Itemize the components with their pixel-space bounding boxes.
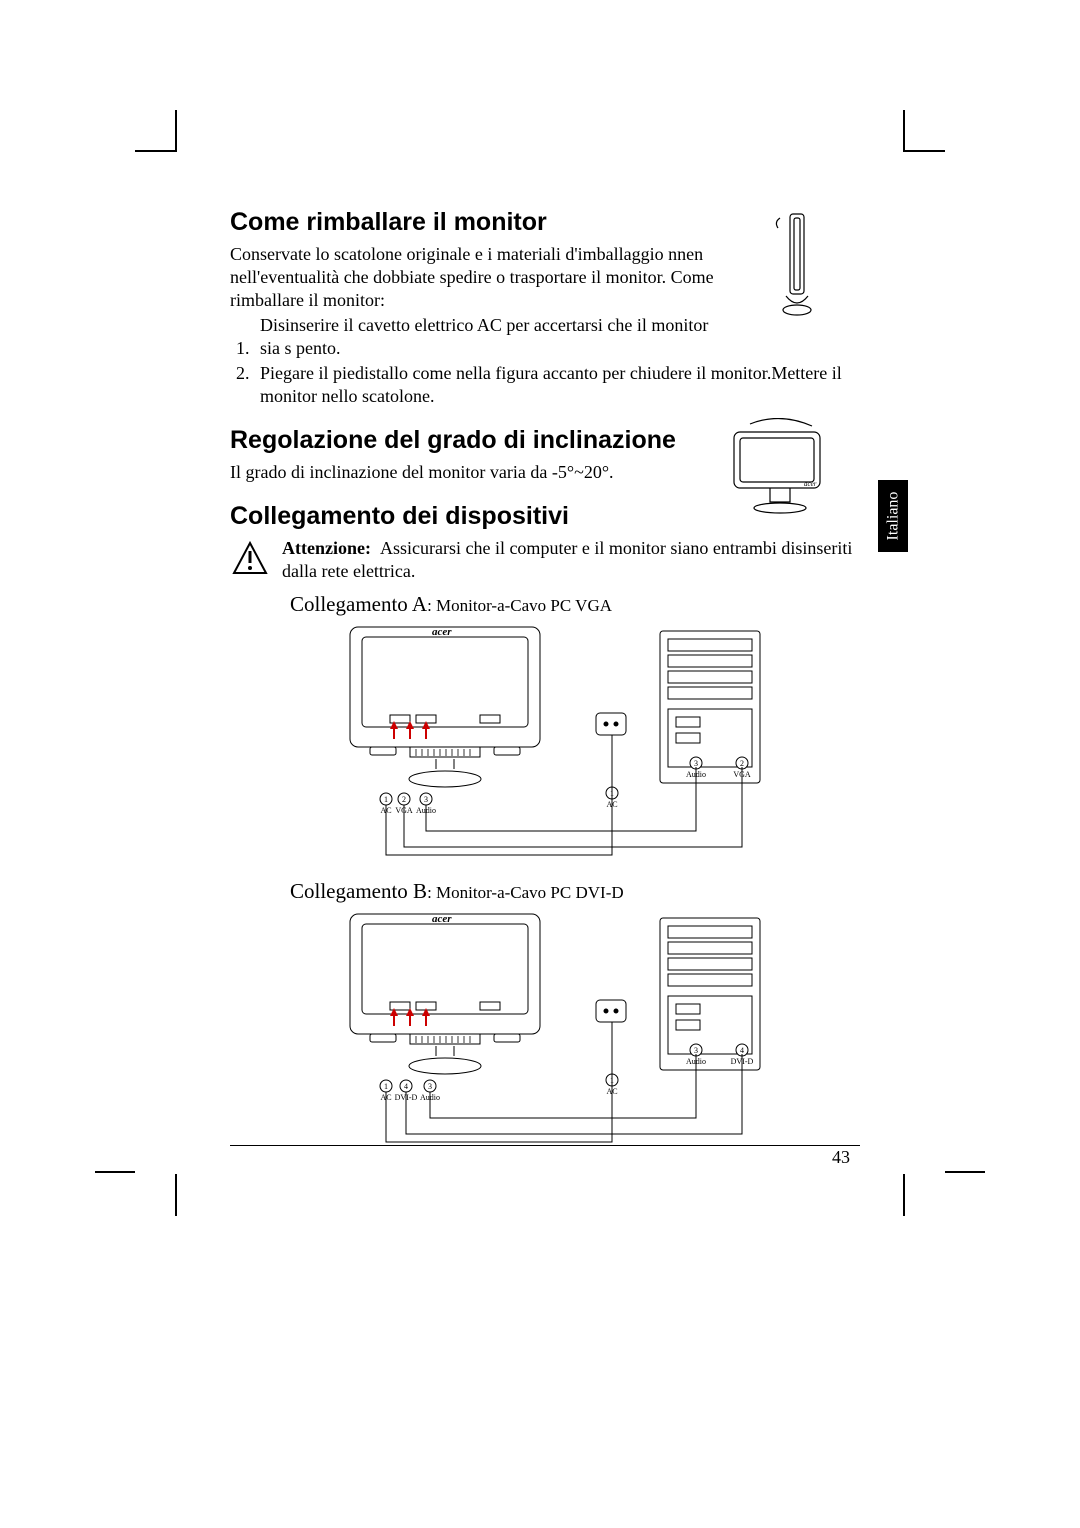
crop-mark bbox=[95, 1171, 135, 1173]
crop-mark bbox=[903, 110, 905, 152]
attention-row: Attenzione: Assicurarsi che il computer … bbox=[230, 537, 860, 584]
crop-mark bbox=[175, 110, 177, 152]
svg-text:2: 2 bbox=[740, 759, 744, 768]
page-content: Come rimballare il monitor Conservate lo… bbox=[230, 208, 860, 1166]
footer-rule bbox=[230, 1145, 860, 1146]
svg-text:4: 4 bbox=[404, 1082, 408, 1091]
svg-text:3: 3 bbox=[694, 1046, 698, 1055]
connection-a-label: Collegamento A: Monitor-a-Cavo PC VGA bbox=[290, 592, 860, 617]
svg-text:acer: acer bbox=[432, 913, 452, 925]
crop-mark bbox=[905, 150, 945, 152]
manual-page: acer Italiano Come rimballare il monitor… bbox=[0, 0, 1080, 1528]
section-repack-title: Come rimballare il monitor bbox=[230, 208, 860, 237]
section-connect-title: Collegamento dei dispositivi bbox=[230, 502, 860, 531]
repack-step-1: Disinserire il cavetto elettrico AC per … bbox=[254, 314, 860, 360]
repack-step-2: Piegare il piedistallo come nella figura… bbox=[254, 362, 860, 408]
section-repack-intro: Conservate lo scatolone originale e i ma… bbox=[230, 243, 730, 312]
svg-text:4: 4 bbox=[740, 1046, 744, 1055]
svg-text:3: 3 bbox=[694, 759, 698, 768]
svg-text:1: 1 bbox=[384, 1082, 388, 1091]
crop-mark bbox=[945, 1171, 985, 1173]
language-tab: Italiano bbox=[878, 480, 908, 552]
crop-mark bbox=[903, 1174, 905, 1216]
page-number: 43 bbox=[832, 1147, 850, 1168]
section-tilt-body: Il grado di inclinazione del monitor var… bbox=[230, 461, 860, 484]
language-tab-label: Italiano bbox=[884, 492, 902, 541]
svg-text:2: 2 bbox=[402, 795, 406, 804]
connection-a-diagram: acer 1 bbox=[340, 621, 860, 871]
svg-text:3: 3 bbox=[428, 1082, 432, 1091]
attention-label: Attenzione: bbox=[282, 538, 371, 558]
warning-icon bbox=[230, 537, 282, 584]
svg-text:1: 1 bbox=[384, 795, 388, 804]
section-tilt-title: Regolazione del grado di inclinazione bbox=[230, 426, 860, 455]
svg-text:3: 3 bbox=[424, 795, 428, 804]
crop-mark bbox=[175, 1174, 177, 1216]
attention-text: Attenzione: Assicurarsi che il computer … bbox=[282, 537, 860, 583]
svg-text:acer: acer bbox=[432, 626, 452, 638]
repack-steps: Disinserire il cavetto elettrico AC per … bbox=[254, 314, 860, 408]
connection-b-diagram: acer 1AC 4DVI-D 3Audio bbox=[340, 908, 860, 1158]
connection-b-label: Collegamento B: Monitor-a-Cavo PC DVI-D bbox=[290, 879, 860, 904]
crop-mark bbox=[135, 150, 175, 152]
